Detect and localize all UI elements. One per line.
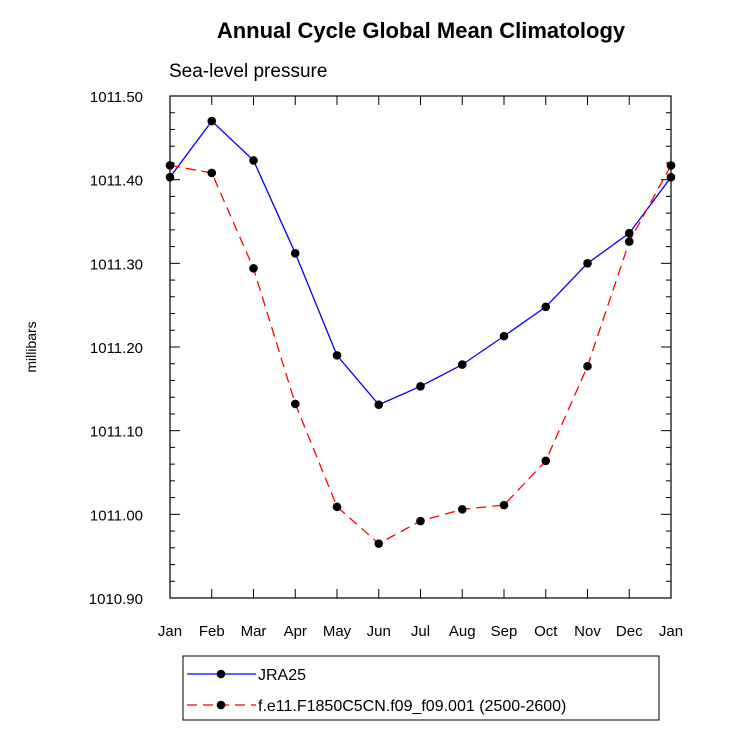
series-1-point-9	[541, 456, 551, 466]
series-0-point-1	[207, 116, 217, 126]
y-axis-label: millibars	[23, 321, 39, 372]
x-tick-label-0: Jan	[158, 623, 182, 640]
series-0-point-11	[624, 228, 634, 238]
series-1-point-8	[499, 500, 509, 510]
series-0-point-9	[541, 302, 551, 312]
y-tick-label-5: 1011.40	[90, 173, 143, 190]
series-0-point-12	[666, 172, 676, 182]
series-1-point-1	[207, 168, 217, 178]
series-0-point-7	[457, 360, 467, 369]
x-tick-label-4: May	[323, 623, 352, 640]
series-0-point-2	[249, 156, 258, 165]
series-0-point-10	[583, 259, 592, 268]
y-tick-label-1: 1011.00	[90, 507, 143, 524]
series-1-point-7	[457, 505, 467, 514]
series-1-point-5	[374, 539, 384, 548]
chart-subtitle: Sea-level pressure	[169, 61, 327, 82]
series-line-0	[169, 120, 672, 406]
series-0-point-5	[374, 400, 384, 410]
series-0-point-0	[165, 172, 175, 182]
legend-label-1: f.e11.F1850C5CN.f09_f09.001 (2500-2600)	[258, 698, 566, 715]
series-1-point-10	[583, 361, 592, 371]
chart-title: Annual Cycle Global Mean Climatology	[217, 18, 626, 43]
series-0-point-4	[332, 351, 342, 360]
series-1-point-6	[416, 516, 425, 526]
series-1-point-3	[290, 399, 300, 409]
series-1-point-12	[666, 161, 676, 170]
legend-box	[182, 655, 660, 721]
series-1-point-4	[332, 502, 342, 512]
legend-marker-0	[216, 669, 226, 679]
x-tick-label-2: Mar	[241, 623, 267, 640]
x-tick-label-12: Jan	[659, 623, 683, 640]
series-0-point-8	[499, 331, 509, 341]
y-tick-label-6: 1011.50	[90, 89, 143, 106]
x-tick-label-9: Oct	[534, 623, 558, 640]
x-tick-label-10: Nov	[574, 623, 601, 640]
x-tick-label-6: Jul	[411, 623, 430, 640]
x-tick-label-1: Feb	[199, 623, 225, 640]
x-tick-label-8: Sep	[491, 623, 518, 640]
y-tick-label-3: 1011.20	[90, 340, 143, 357]
series-1-point-0	[165, 161, 175, 170]
series-1-point-2	[249, 264, 258, 273]
series-0-point-3	[290, 248, 300, 258]
series-1-point-11	[624, 237, 634, 246]
x-tick-label-11: Dec	[616, 623, 643, 640]
series-0-point-6	[416, 382, 425, 391]
x-tick-label-3: Apr	[284, 623, 307, 640]
legend: JRA25 f.e11.F1850C5CN.f09_f09.001 (2500-2…	[187, 667, 566, 715]
series-layer	[165, 116, 676, 548]
series-line-1	[169, 164, 672, 545]
legend-label-0: JRA25	[258, 667, 306, 684]
ticks-layer: Jan Feb Mar Apr May Jun Jul Aug Sep Oct Nov Dec Jan 1…	[89, 89, 683, 640]
legend-marker-1	[216, 700, 226, 710]
x-tick-label-7: Aug	[449, 623, 476, 640]
x-tick-label-5: Jun	[367, 623, 391, 640]
y-tick-label-2: 1011.10	[90, 424, 143, 441]
y-tick-label-4: 1011.30	[90, 256, 143, 273]
y-tick-label-0: 1010.90	[89, 591, 143, 608]
